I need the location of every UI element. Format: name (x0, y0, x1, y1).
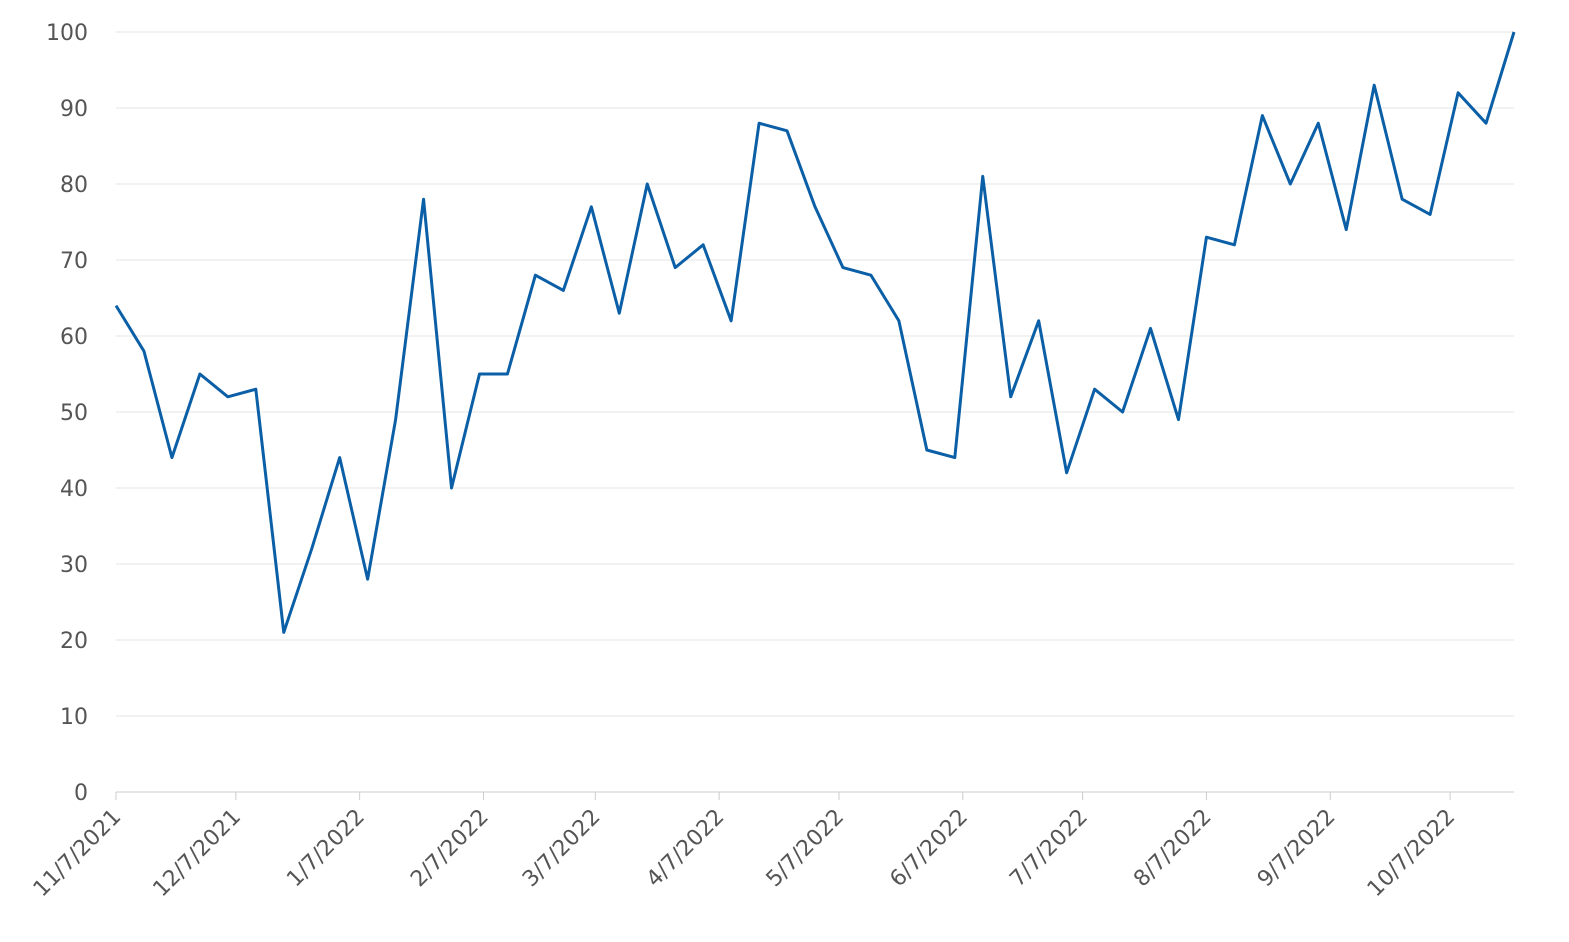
x-tick-label: 2/7/2022 (406, 805, 494, 893)
y-tick-label: 30 (60, 553, 88, 578)
x-tick-label: 10/7/2022 (1363, 805, 1460, 902)
y-tick-label: 100 (46, 21, 88, 46)
y-tick-label: 50 (60, 401, 88, 426)
x-tick-label: 4/7/2022 (642, 805, 730, 893)
x-tick-label: 1/7/2022 (282, 805, 370, 893)
y-tick-label: 0 (74, 781, 88, 806)
x-tick-label: 11/7/2021 (29, 805, 126, 902)
y-tick-label: 60 (60, 325, 88, 350)
y-tick-label: 40 (60, 477, 88, 502)
y-tick-label: 90 (60, 97, 88, 122)
y-tick-label: 20 (60, 629, 88, 654)
line (114, 31, 1516, 634)
x-tick-label: 3/7/2022 (518, 805, 606, 893)
x-tick-label: 8/7/2022 (1129, 805, 1217, 893)
x-tick-label: 9/7/2022 (1253, 805, 1341, 893)
y-tick-label: 80 (60, 173, 88, 198)
x-tick-label: 12/7/2021 (149, 805, 246, 902)
y-tick-label: 10 (60, 705, 88, 730)
x-tick-label: 5/7/2022 (762, 805, 850, 893)
y-tick-label: 70 (60, 249, 88, 274)
x-tick-label: 6/7/2022 (885, 805, 973, 893)
x-tick-label: 7/7/2022 (1005, 805, 1093, 893)
